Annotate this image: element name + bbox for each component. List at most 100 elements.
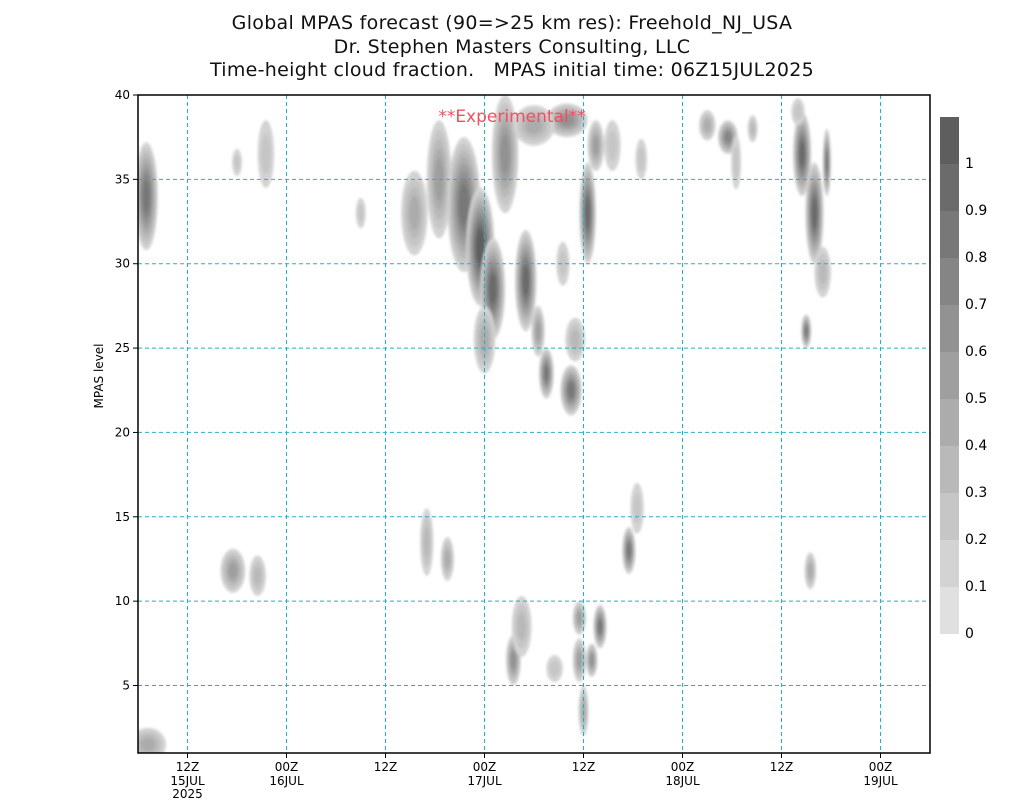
cloud-contour [140,737,156,752]
cloud-blob [579,162,596,264]
cloud-contour [570,329,580,350]
y-axis: 5 10 15 20 25 30 35 40 [115,88,138,693]
colorbar-legend: 0 0.1 0.2 0.3 0.4 0.5 0.6 0.7 0.8 0.9 1 [940,117,987,642]
x-tick-date-label: 17JUL [467,774,502,788]
colorbar-swatch [940,117,959,164]
chart-subtitle-init-time: Time-height cloud fraction. MPAS initial… [209,59,815,81]
cloud-blob [791,98,805,126]
colorbar-swatch [940,493,959,540]
cloud-blob [440,537,454,581]
cloud-contour [607,130,618,161]
plot-frame [137,94,931,754]
colorbar-label: 0.3 [965,485,987,501]
cloud-contour [626,543,631,558]
x-tick-label: 00Z [275,760,299,774]
cloud-contour [444,550,451,568]
chart-titles: Global MPAS forecast (90=>25 km res): Fr… [0,12,1024,83]
cloud-contour [234,154,240,171]
y-tick-label: 30 [115,257,130,271]
colorbar-label: 0.7 [965,297,987,313]
cloud-contour [724,131,731,143]
cloud-blob [593,604,607,649]
colorbar-label: 0.1 [965,579,987,595]
cloud-contour [260,133,271,175]
colorbar-swatch [940,587,959,634]
cloud-contour [500,134,510,174]
cloud-blob [220,548,246,593]
grid-lines [138,95,930,753]
colorbar-label: 0.5 [965,391,987,407]
cloud-contour [703,119,711,132]
chart-title: Global MPAS forecast (90=>25 km res): Fr… [231,12,793,34]
cloud-fraction-field [138,95,831,753]
cloud-blob [560,364,582,416]
colorbar-swatch [940,352,959,399]
y-tick-label: 35 [115,172,130,186]
cloud-contour [733,146,740,179]
cloud-contour [142,180,150,213]
cloud-blob [515,229,537,332]
cloud-blob [805,162,824,264]
cloud-blob [232,148,242,176]
y-axis-label: MPAS level [92,344,106,409]
colorbar-label: 0.4 [965,438,987,454]
colorbar-label: 0 [965,626,974,642]
cloud-blob [699,110,716,141]
cloud-contour [589,654,594,666]
cloud-blob [491,95,519,214]
colorbar-swatch [940,258,959,305]
colorbar-label: 0.9 [965,203,987,219]
cloud-blob [249,555,266,597]
x-tick-label: 12Z [572,760,596,774]
cloud-blob [801,314,812,349]
cloud-blob [572,638,586,683]
cloud-contour [576,611,582,625]
cloud-contour [560,114,574,126]
cloud-blob [531,305,545,357]
cloud-contour [633,493,642,524]
cloud-contour [750,122,755,136]
colorbar-swatch [940,305,959,352]
cloud-contour [558,250,567,277]
cloud-blob [814,246,831,298]
y-tick-label: 5 [122,679,130,693]
cloud-blob [355,197,366,229]
cloud-contour [535,322,541,341]
cloud-contour [253,566,262,586]
colorbar-label: 1 [965,156,974,172]
cloud-contour [510,651,516,669]
cloud-blob [538,348,554,399]
cloud-contour [522,265,529,296]
y-tick-label: 10 [115,594,130,608]
x-tick-date-label: 16JUL [269,774,304,788]
cloud-blob [401,170,428,256]
cloud-blob [257,120,275,188]
experimental-label: **Experimental** [438,107,585,127]
x-tick-date-label: 19JUL [863,774,898,788]
colorbar-swatch [940,211,959,258]
cloud-blob [556,241,570,286]
cloud-blob [622,526,636,575]
colorbar-swatch [940,446,959,493]
cloud-blob [604,120,621,171]
x-tick-label: 12Z [176,760,200,774]
cloud-blob [747,115,758,143]
colorbar-label: 0.2 [965,532,987,548]
x-tick-date-label: 18JUL [665,774,700,788]
chart-subtitle-consulting: Dr. Stephen Masters Consulting, LLC [333,35,691,58]
cloud-blob [138,727,167,753]
y-tick-label: 25 [115,341,130,355]
cloud-contour [544,365,549,381]
cloud-blob [630,483,644,534]
cloud-contour [804,326,808,337]
cloud-contour [423,526,430,558]
cloud-blob [511,596,532,657]
cloud-blob [635,138,648,180]
cloud-blob [572,601,586,635]
cloud-contour [549,660,560,677]
cloud-contour [228,562,238,579]
cloud-contour [808,563,813,579]
cloud-blob [587,120,605,171]
